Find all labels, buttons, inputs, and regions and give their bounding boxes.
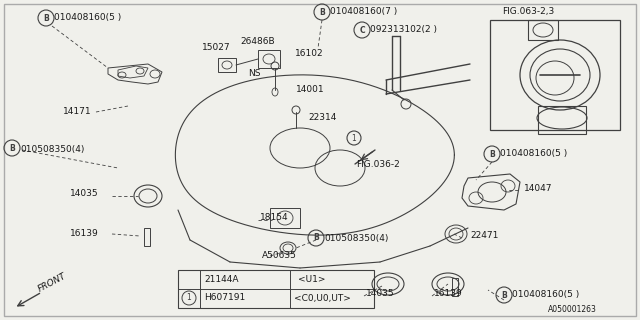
Text: 1: 1 [187,293,191,302]
Bar [538,106,586,134]
Text: 22314: 22314 [308,113,337,122]
Text: 14171: 14171 [63,107,92,116]
Bar [270,208,300,228]
Text: 26486B: 26486B [240,36,275,45]
Text: 14035: 14035 [70,188,99,197]
Text: B: B [501,291,507,300]
Text: 010508350(4): 010508350(4) [324,234,388,243]
Text: 010408160(5 ): 010408160(5 ) [500,148,567,157]
Text: 1: 1 [351,133,356,142]
Text: 16139: 16139 [434,290,463,299]
Text: B: B [313,234,319,243]
Text: 010408160(5 ): 010408160(5 ) [54,12,121,21]
Bar [258,50,280,68]
Text: B: B [489,149,495,158]
Text: 22471: 22471 [470,231,499,241]
Text: <C0,U0,UT>: <C0,U0,UT> [294,293,351,302]
Text: 14001: 14001 [296,84,324,93]
Text: 15027: 15027 [202,43,230,52]
Text: 010408160(7 ): 010408160(7 ) [330,6,397,15]
Text: NS: NS [248,68,260,77]
Text: 21144A: 21144A [204,275,239,284]
Text: B: B [43,13,49,22]
Text: 14035: 14035 [366,290,395,299]
Text: FIG.063-2,3: FIG.063-2,3 [502,6,554,15]
Text: B: B [319,7,325,17]
Text: 010508350(4): 010508350(4) [20,145,84,154]
Text: <U1>: <U1> [298,275,326,284]
Text: A050001263: A050001263 [548,305,597,314]
Text: B: B [9,143,15,153]
Bar [178,270,374,308]
Text: 092313102(2 ): 092313102(2 ) [370,25,437,34]
Text: 16139: 16139 [70,229,99,238]
Bar [490,20,620,130]
Text: FRONT: FRONT [36,272,67,294]
Bar [218,58,236,72]
Text: 14047: 14047 [524,183,552,193]
Text: 18154: 18154 [260,213,289,222]
Bar [144,228,150,246]
Text: A50635: A50635 [262,252,297,260]
Text: 010408160(5 ): 010408160(5 ) [512,290,579,299]
Text: FIG.036-2: FIG.036-2 [356,159,400,169]
Text: C: C [359,26,365,35]
Bar [528,20,558,40]
Text: 16102: 16102 [295,49,324,58]
Bar [452,278,458,296]
Text: H607191: H607191 [204,293,245,302]
